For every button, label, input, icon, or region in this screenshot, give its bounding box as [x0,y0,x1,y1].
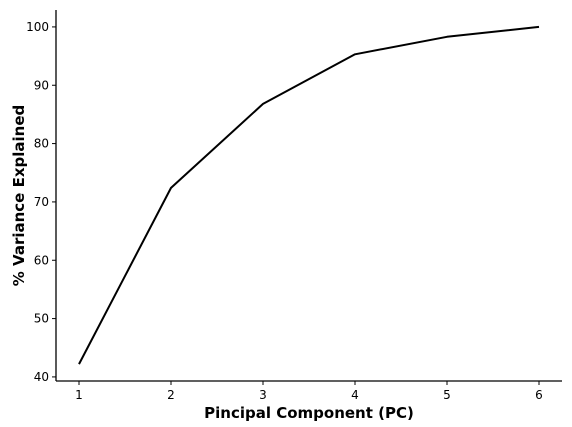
series-line [78,25,540,365]
x-axis-title: Pincipal Component (PC) [204,404,414,422]
series-layer [78,25,540,365]
y-ticks: 40 50 60 70 80 90 100 [26,20,56,384]
y-axis-title: % Variance Explained [10,105,28,286]
y-tick-label: 80 [34,137,49,151]
y-tick-label: 50 [34,312,49,326]
x-tick-label: 1 [75,388,83,402]
x-tick-label: 4 [351,388,359,402]
x-tick-label: 6 [535,388,543,402]
axes [55,10,562,382]
y-tick-label: 70 [34,195,49,209]
x-tick-label: 5 [443,388,451,402]
y-tick-label: 100 [26,20,49,34]
x-tick-label: 3 [259,388,267,402]
x-ticks: 1 2 3 4 5 6 [75,381,543,402]
y-tick-label: 40 [34,370,49,384]
y-tick-label: 90 [34,78,49,92]
y-tick-label: 60 [34,253,49,267]
x-tick-label: 2 [167,388,175,402]
